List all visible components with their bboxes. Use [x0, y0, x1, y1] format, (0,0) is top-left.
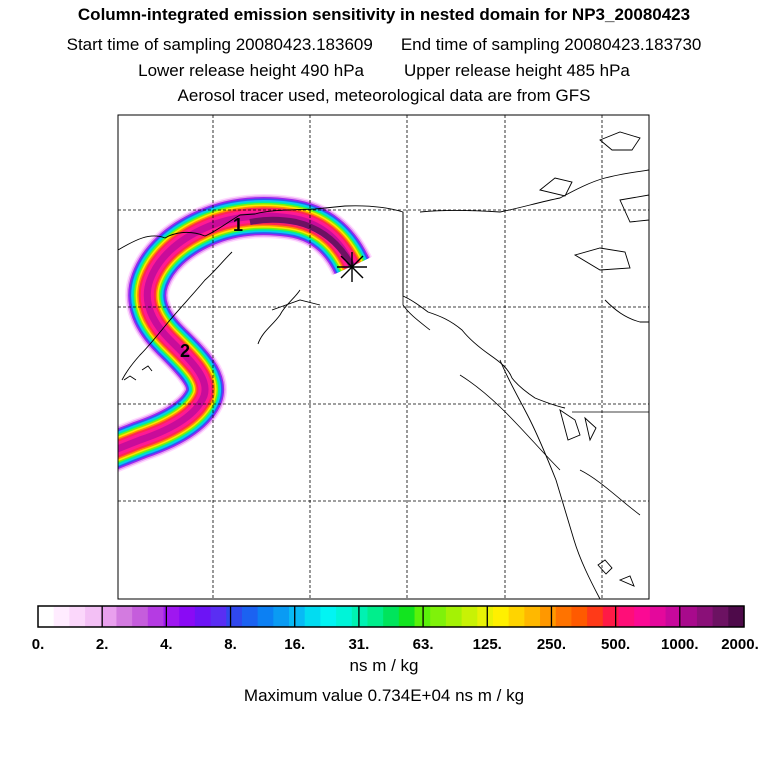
colorbar-frame [37, 605, 745, 628]
colorbar-unit: ns m / kg [349, 656, 419, 675]
colorbar-swatch [38, 606, 55, 627]
colorbar-swatch [304, 606, 321, 627]
colorbar-tick-label: 125. [473, 636, 502, 653]
colorbar [38, 606, 745, 627]
colorbar-swatch [257, 606, 274, 627]
colorbar-swatch [398, 606, 416, 627]
colorbar-swatch [571, 606, 588, 627]
release-asterisk-icon [337, 252, 367, 282]
colorbar-swatch [508, 606, 525, 627]
coastline-bc [499, 359, 601, 599]
colorbar-swatch [492, 606, 510, 627]
colorbar-swatch [649, 606, 667, 627]
colorbar-swatch [618, 606, 635, 627]
map-area: 1 2 [118, 115, 649, 599]
colorbar-tick-label: 8. [224, 636, 237, 653]
plume-label-1: 1 [233, 215, 243, 235]
colorbar-swatch [289, 606, 306, 627]
lower-release-label: Lower release height 490 hPa [138, 61, 364, 80]
border-alaska-canada [402, 212, 431, 331]
colorbar-swatch [445, 606, 463, 627]
colorbar-swatch [241, 606, 259, 627]
colorbar-swatch [116, 606, 133, 627]
borders [402, 212, 649, 516]
colorbar-swatch [351, 606, 369, 627]
colorbar-swatch [163, 606, 180, 627]
colorbar-swatch [477, 606, 494, 627]
coastline-islands [559, 408, 597, 442]
colorbar-swatch [430, 606, 447, 627]
colorbar-swatch [587, 606, 604, 627]
coastline-arctic-islands [539, 131, 649, 271]
sampling-times: Start time of sampling 20080423.183609 En… [0, 35, 768, 55]
colorbar-swatch [555, 606, 573, 627]
coastline-alaska [118, 205, 566, 409]
colorbar-tick-label: 2. [96, 636, 109, 653]
colorbar-swatch [728, 606, 745, 627]
colorbar-swatch [132, 606, 149, 627]
plume-core [249, 216, 355, 268]
colorbar-swatch [273, 606, 290, 627]
coastline-north [419, 169, 649, 213]
colorbar-swatch [540, 606, 557, 627]
colorbar-swatch [602, 606, 620, 627]
colorbar-swatch [210, 606, 227, 627]
colorbar-swatch [53, 606, 70, 627]
border-inland [459, 374, 641, 516]
coastlines [118, 131, 649, 599]
colorbar-tick-label: 0. [32, 636, 45, 653]
upper-release-label: Upper release height 485 hPa [404, 61, 630, 80]
tracer-label: Aerosol tracer used, meteorological data… [177, 86, 591, 105]
colorbar-tick-label: 500. [601, 636, 630, 653]
chart-title: Column-integrated emission sensitivity i… [77, 5, 691, 24]
end-time-label: End time of sampling 20080423.183730 [400, 35, 702, 54]
colorbar-swatch [367, 606, 384, 627]
map-frame [117, 114, 650, 600]
colorbar-swatch [100, 606, 118, 627]
colorbar-swatch [696, 606, 714, 627]
colorbar-swatch [634, 606, 651, 627]
colorbar-tick-label: 4. [160, 636, 173, 653]
colorbar-swatch [665, 606, 682, 627]
coastline-great-lakes [597, 559, 635, 587]
colorbar-swatch [147, 606, 165, 627]
coastline-aleutians [123, 365, 153, 381]
grid [118, 115, 649, 599]
start-time-label: Start time of sampling 20080423.183609 [66, 35, 373, 54]
colorbar-swatch [461, 606, 478, 627]
plume [118, 194, 372, 473]
coastline-cook-inlet [257, 289, 321, 345]
colorbar-swatch [69, 606, 86, 627]
colorbar-swatch [226, 606, 243, 627]
colorbar-tick-label: 250. [537, 636, 566, 653]
colorbar-swatch [524, 606, 541, 627]
colorbar-tick-label: 2000. [721, 636, 759, 653]
colorbar-tick-label: 63. [413, 636, 434, 653]
colorbar-swatch [712, 606, 729, 627]
max-value-label: Maximum value 0.734E+04 ns m / kg [243, 686, 525, 705]
colorbar-swatch [383, 606, 400, 627]
colorbar-tick-label: 16. [284, 636, 305, 653]
colorbar-swatch [194, 606, 212, 627]
colorbar-swatch [179, 606, 196, 627]
release-heights: Lower release height 490 hPa Upper releas… [0, 61, 768, 81]
colorbar-ticks: 0. 2. 4. 8. 16. 31. 63. 125. 250. 500. 1000. 2000. [32, 606, 759, 653]
colorbar-swatch [85, 606, 102, 627]
plume-label-2: 2 [180, 341, 190, 361]
colorbar-swatch [681, 606, 698, 627]
coastline-hudson [604, 299, 649, 323]
colorbar-tick-label: 1000. [661, 636, 699, 653]
colorbar-swatch [320, 606, 337, 627]
colorbar-tick-label: 31. [348, 636, 369, 653]
colorbar-swatch [336, 606, 353, 627]
